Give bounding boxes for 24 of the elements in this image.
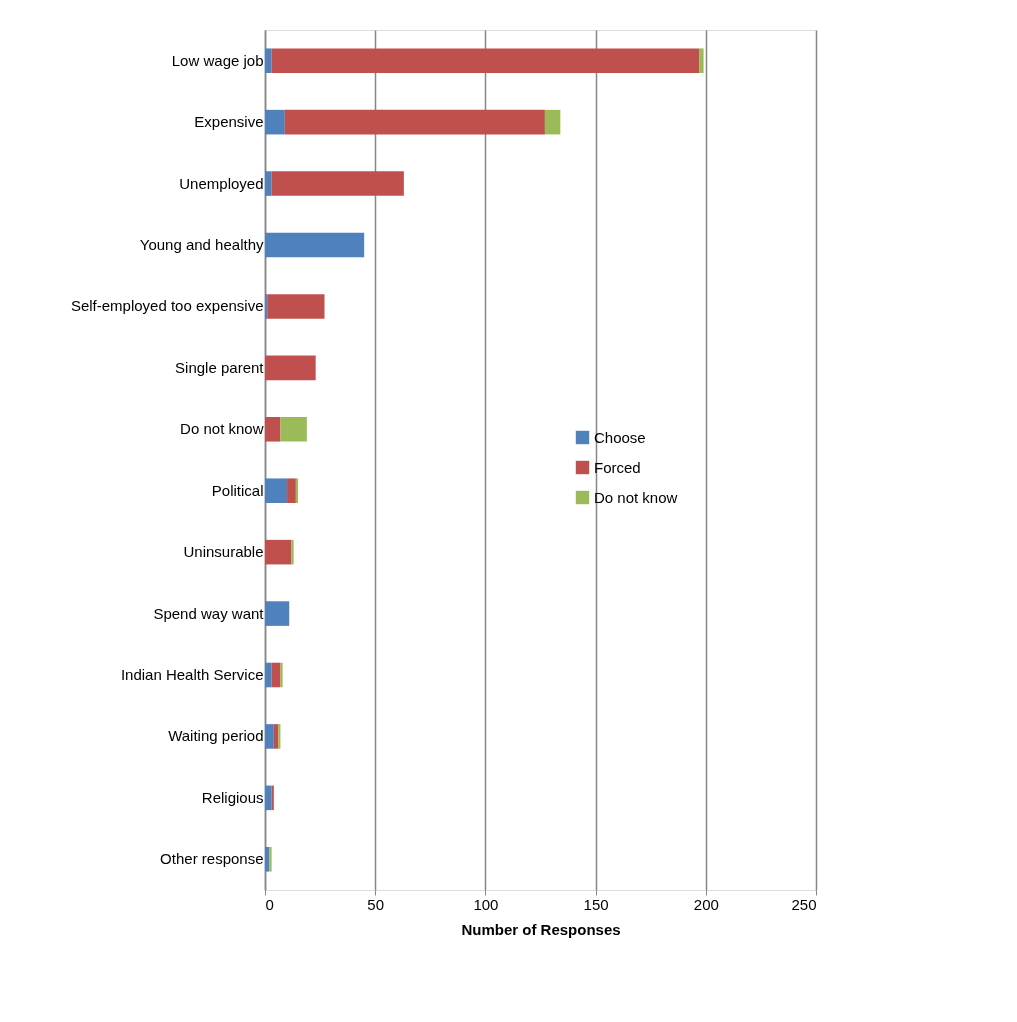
x-tick-label: 250 (791, 895, 817, 913)
x-axis-title: Number of Responses (461, 920, 621, 938)
y-tick-label: Uninsurable (183, 543, 264, 561)
y-tick-label: Single parent (175, 358, 265, 376)
y-tick-label: Other response (160, 850, 264, 868)
x-tick-label: 50 (367, 895, 385, 913)
y-tick-label: Waiting period (168, 727, 264, 745)
legend-label: Do not know (594, 488, 678, 506)
x-tick-label: 150 (583, 895, 609, 913)
y-tick-label: Low wage job (171, 51, 264, 69)
legend-label: Forced (594, 458, 641, 476)
x-tick-label: 200 (693, 895, 719, 913)
y-tick-label: Do not know (180, 420, 264, 438)
y-tick-label: Religious (201, 788, 264, 806)
y-tick-label: Self-employed too expensive (70, 297, 264, 315)
y-tick-label: Unemployed (179, 174, 264, 192)
x-tick-label: 100 (473, 895, 499, 913)
y-tick-label: Political (211, 481, 264, 499)
y-tick-label: Spend way want (153, 604, 265, 622)
y-tick-label: Young and healthy (139, 236, 264, 253)
y-tick-label: Expensive (194, 113, 264, 131)
legend-label: Choose (594, 428, 646, 446)
x-tick-label: 0 (265, 895, 274, 913)
y-tick-label: Indian Health Service (120, 666, 264, 683)
